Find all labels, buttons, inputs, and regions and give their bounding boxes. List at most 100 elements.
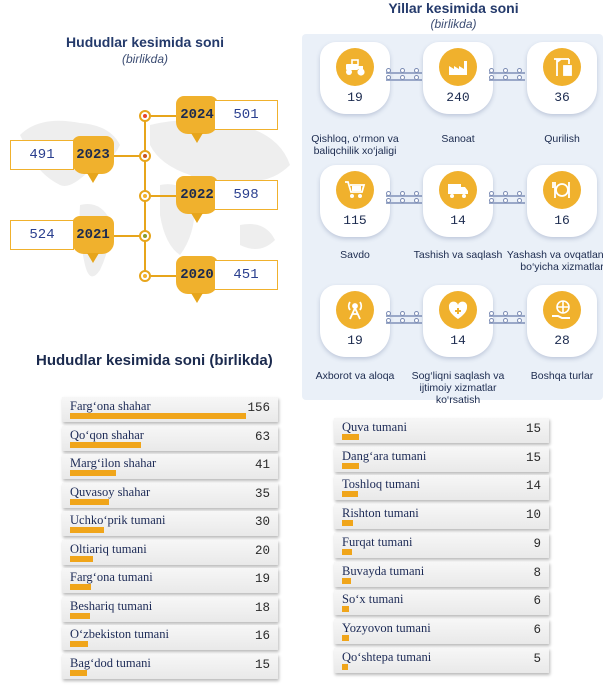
dish-icon [543,171,581,209]
timeline-dot [139,150,151,162]
sector-label: Savdo [340,249,370,261]
factory-icon [439,48,477,86]
region-row: Quva tumani 15 [334,418,549,443]
timeline-title: Hududlar kesimida soni [66,34,224,50]
region-name: Dang‘ara tumani [342,448,427,463]
region-row: O‘zbekiston tumani 16 [62,625,278,650]
heart-cross-icon [439,291,477,329]
region-row: Yozyovon tumani 6 [334,618,549,644]
region-name: Rishton tumani [342,506,419,521]
antenna-icon [336,291,374,329]
timeline-connector [151,275,177,277]
sector-connector [489,68,525,84]
region-row: Qo‘qon shahar 63 [62,425,278,451]
year-badge: 2024 [176,96,218,143]
crane-icon [543,48,581,86]
sector-label: Qishloq, o‘rmon va baliqchilik xo‘jaligi [311,133,399,157]
region-value: 15 [525,422,541,436]
region-name: Furqat tumani [342,534,413,549]
timeline-dot [139,270,151,282]
year-badge: 2020 [176,256,218,303]
year-badge: 2021 [72,216,114,263]
region-bar [342,663,348,670]
sector-value: 19 [347,90,363,105]
region-row: Beshariq tumani 18 [62,596,278,622]
region-name: Quva tumani [342,420,407,434]
region-value: 20 [254,543,270,558]
year-badge: 2023 [72,136,114,183]
region-name: Beshariq tumani [70,598,153,613]
region-value: 156 [247,401,270,415]
sector-connector [489,191,525,207]
year-badge: 2022 [176,176,218,223]
region-row: Bag‘dod tumani 15 [62,653,278,679]
region-row: Farg‘ona shahar 156 [62,397,278,422]
sector-label: Axborot va aloqa [315,370,395,382]
region-bar [342,634,349,641]
region-row: Quvasoy shahar 35 [62,482,278,508]
year-value: 524 [10,220,74,250]
region-name: Buvayda tumani [342,563,425,578]
region-name: Toshloq tumani [342,477,420,492]
region-value: 9 [533,536,541,551]
sector-card: 19 [320,285,390,357]
region-bar [70,669,87,676]
region-row: Farg‘ona tumani 19 [62,568,278,593]
region-value: 8 [533,565,541,580]
region-row: Dang‘ara tumani 15 [334,446,549,472]
sector-value: 14 [450,213,466,228]
sector-card: 36 [527,42,597,114]
region-name: So‘x tumani [342,592,404,607]
region-row: Oltiariq tumani 20 [62,539,278,565]
region-value: 30 [254,515,270,529]
region-bar [342,606,349,613]
region-value: 41 [254,458,270,472]
sector-card: 28 [527,285,597,357]
region-name: Qo‘qon shahar [70,427,144,442]
region-bar [342,491,358,498]
sectors-subtitle: (birlikda) [430,17,477,31]
timeline-connector [112,155,140,157]
region-bar [70,498,109,505]
region-name: Oltiariq tumani [70,541,147,556]
year-value: 501 [214,100,278,130]
region-bar [342,462,359,469]
region-row: Buvayda tumani 8 [334,561,549,587]
sector-label: Yashash va ovqatlanish bo‘yicha xizmatla… [506,249,603,273]
region-value: 6 [533,622,541,637]
sector-card: 115 [320,165,390,237]
timeline-dot [139,230,151,242]
region-row: Furqat tumani 9 [334,532,549,558]
region-value: 18 [254,600,270,615]
region-bar [70,555,93,562]
region-bar [70,641,88,647]
region-row: Uchko‘prik tumani 30 [62,511,278,536]
timeline-dot [139,190,151,202]
sector-card: 16 [527,165,597,237]
sector-connector [386,68,422,84]
sector-label: Boshqa turlar [530,370,594,382]
timeline-connector [151,195,177,197]
region-name: O‘zbekiston tumani [70,627,169,641]
region-value: 19 [254,572,270,586]
region-bar [70,584,91,590]
year-value: 451 [214,260,278,290]
region-bar [342,548,352,555]
globe-hand-icon [543,291,581,329]
region-row: Toshloq tumani 14 [334,475,549,501]
truck-icon [439,171,477,209]
timeline-subtitle: (birlikda) [121,52,168,66]
region-bar [70,527,104,533]
region-name: Yozyovon tumani [342,620,431,635]
sector-value: 16 [554,213,570,228]
region-bar [70,413,246,419]
region-name: Farg‘ona tumani [70,570,153,584]
region-bar [342,434,359,440]
region-name: Farg‘ona shahar [70,399,151,413]
region-bar [342,577,351,584]
regions-title: Hududlar kesimida soni (birlikda) [36,352,273,369]
sector-value: 115 [343,213,367,228]
sectors-title: Yillar kesimida soni [388,0,519,16]
sector-connector [386,191,422,207]
region-row: Marg‘ilon shahar 41 [62,454,278,479]
